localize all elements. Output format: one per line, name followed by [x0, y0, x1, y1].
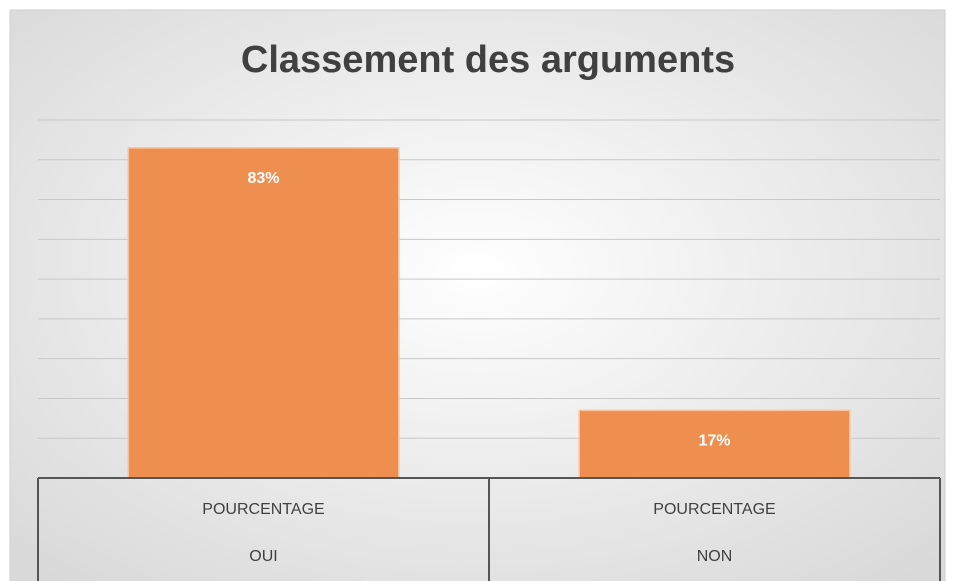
x-tick-label: NON — [697, 548, 733, 565]
chart-title: Classement des arguments — [241, 39, 735, 81]
data-label: 83% — [247, 170, 279, 187]
bar — [578, 409, 851, 479]
x-tick-label: OUI — [249, 548, 277, 565]
data-label: 17% — [698, 433, 730, 450]
x-tick-label: POURCENTAGE — [653, 501, 775, 518]
x-tick-label: POURCENTAGE — [202, 501, 324, 518]
bar — [127, 147, 400, 479]
